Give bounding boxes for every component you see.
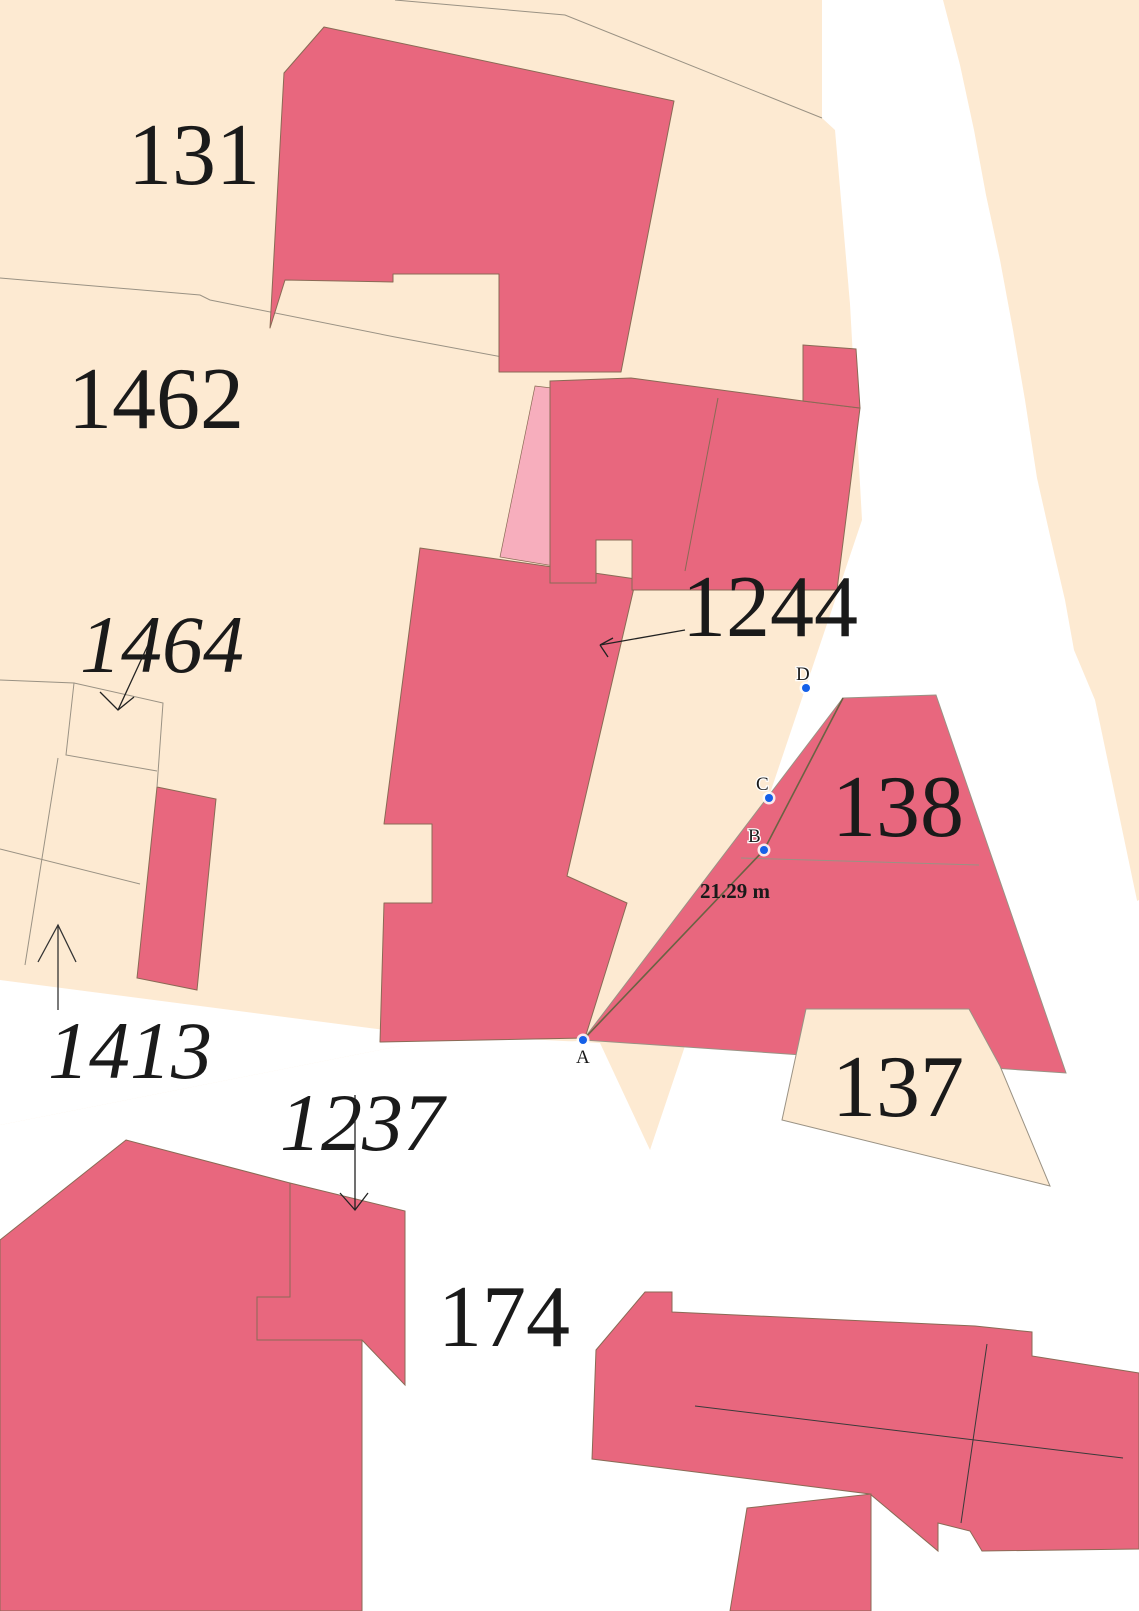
svg-text:1464: 1464: [80, 599, 244, 690]
svg-text:B: B: [748, 826, 761, 847]
svg-text:D: D: [796, 664, 810, 685]
svg-text:1413: 1413: [48, 1005, 212, 1096]
svg-text:137: 137: [832, 1039, 964, 1136]
svg-text:1462: 1462: [68, 351, 244, 448]
svg-text:21.29 m: 21.29 m: [700, 879, 771, 903]
svg-text:1244: 1244: [682, 559, 858, 656]
svg-text:A: A: [576, 1047, 590, 1068]
svg-text:C: C: [756, 774, 769, 795]
svg-text:131: 131: [128, 107, 260, 204]
svg-text:138: 138: [832, 759, 964, 856]
svg-text:1237: 1237: [280, 1077, 447, 1168]
svg-text:174: 174: [438, 1269, 570, 1366]
